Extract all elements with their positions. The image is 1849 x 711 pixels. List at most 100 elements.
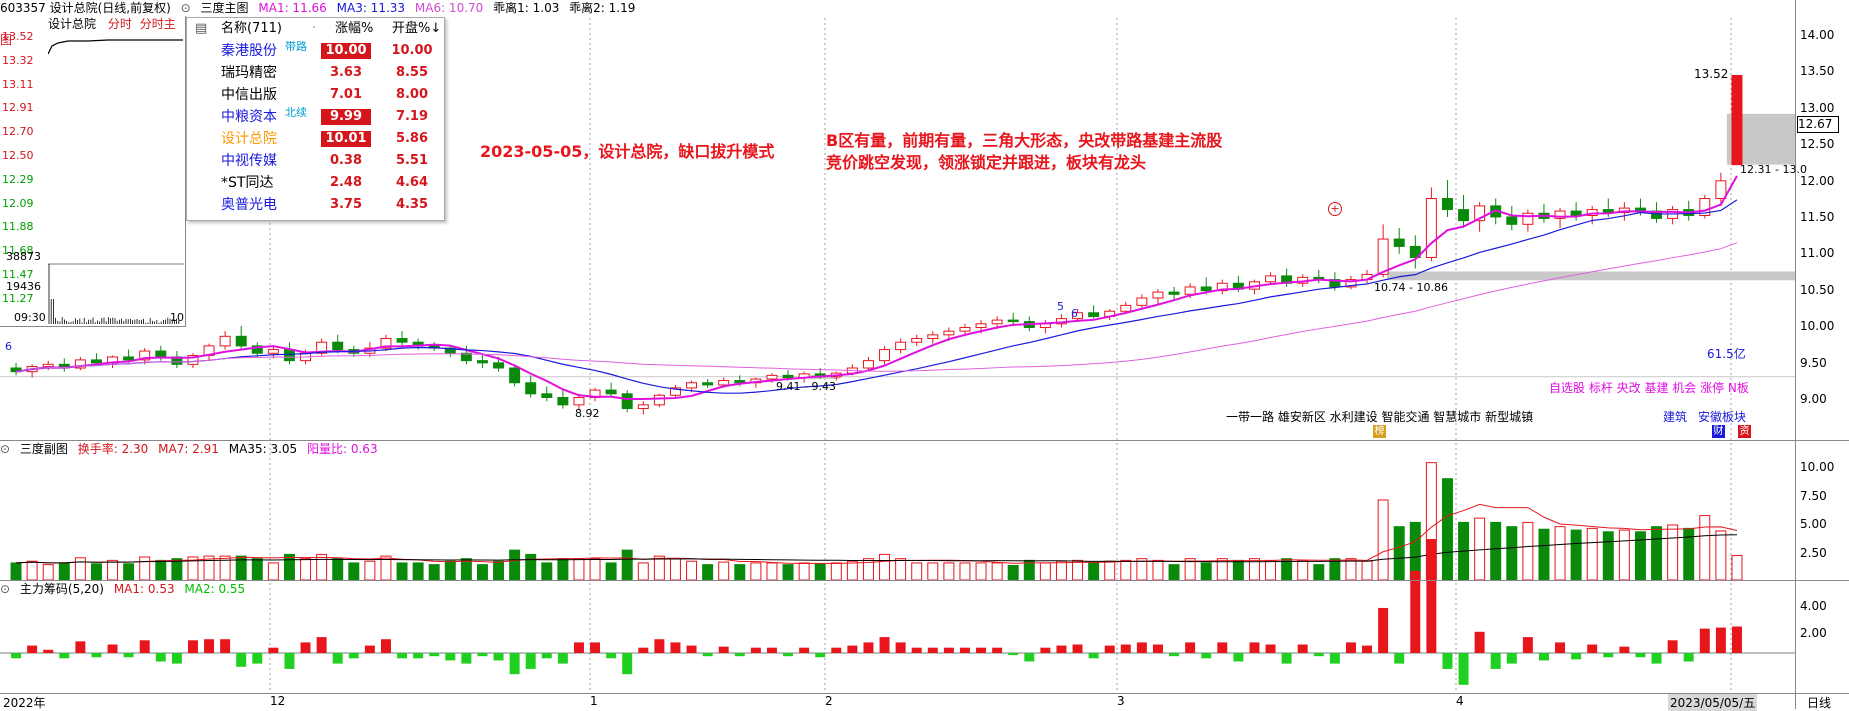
stock-name[interactable]: 秦港股份 [221,40,277,62]
candle-body [542,394,552,398]
volume-bar [1475,518,1485,580]
chip-bar [1185,642,1195,653]
stock-name[interactable]: 中粮资本 [221,106,277,128]
sector-stock-row[interactable]: 瑞玛精密 3.63 8.55 [187,62,444,84]
volume-bar [912,563,922,580]
right-axis-tick: 2.00 [1800,626,1827,640]
candle-body [1137,298,1147,305]
concept-tags[interactable]: 一带一路 雄安新区 水利建设 智能交通 智慧城市 新型城镇 [1226,408,1533,425]
right-axis-tick: 10.50 [1800,283,1834,297]
add-marker-icon[interactable]: + [1328,202,1342,216]
chip-bar [847,646,857,653]
sub2-ma2: MA2: 0.55 [184,582,245,596]
menu-icon[interactable]: ▤ [195,18,207,40]
candle-body [156,351,166,357]
panel-divider[interactable] [0,580,1849,581]
mini-title: 设计总院 [48,17,96,31]
sector-anhui[interactable]: 安徽板块 [1698,408,1746,425]
chip-bar [1378,608,1388,653]
volume-bar [1491,522,1501,580]
chip-bar [606,653,616,658]
volume-bar [976,563,986,580]
tags-line[interactable]: 自选股 标杆 央改 基建 机会 涨停 N板 [1549,379,1749,396]
chip-bar [526,653,536,669]
chip-bar [1652,653,1662,664]
volume-bar [461,559,471,580]
candle-body [960,327,970,331]
open-pct: 5.51 [387,150,437,172]
mini-intraday-chart[interactable]: 设计总院 分时 分时主图 13.52 13.32 13.11 12.91 12.70 12… [0,16,186,327]
mini-tab-intraday[interactable]: 分时 [108,17,132,31]
chip-bar [1282,653,1292,664]
sub1-name[interactable]: 三度副图 [20,442,68,456]
stock-name[interactable]: 奥普光电 [221,194,277,216]
capital-icon[interactable]: 资 [1738,425,1751,438]
chip-bar [59,653,69,658]
candle-body [1571,211,1581,215]
candle-body [1201,287,1211,291]
sector-stock-row[interactable]: 秦港股份 带路 10.00 10.00 [187,40,444,62]
col-change-header[interactable]: 涨幅% [335,18,373,40]
chip-bar [268,648,278,653]
mini-price-tick: 11.27 [2,292,34,305]
sector-stock-row[interactable]: 中信出版 7.01 8.00 [187,84,444,106]
stock-name[interactable]: 中视传媒 [221,150,277,172]
panel-icon[interactable]: ⊙ [0,442,10,456]
chip-bar [397,653,407,658]
gap-zone [1387,271,1795,280]
stock-tag: 北续 [285,102,307,124]
volume-bar [1700,516,1710,580]
volume-bar [333,559,343,580]
sector-building[interactable]: 建筑 [1663,408,1687,425]
volume-bar [847,561,857,580]
stock-name[interactable]: 设计总院 [221,128,277,150]
sector-stock-row[interactable]: 中粮资本 北续 9.99 7.19 [187,106,444,128]
chip-bar [831,648,841,653]
candle-body [1169,292,1179,294]
panel-icon[interactable]: ⊙ [0,582,10,596]
col-open-header[interactable]: 开盘%↓ [392,18,441,40]
finance-icon[interactable]: 财 [1712,425,1725,438]
volume-bar [1635,532,1645,580]
sector-stock-popup[interactable]: ▤ 名称(711) · 涨幅% 开盘%↓ 秦港股份 带路 10.00 10.00 瑞玛精… [186,17,445,221]
volume-bar [429,565,439,580]
sector-stock-row[interactable]: 中视传媒 0.38 5.51 [187,150,444,172]
stock-name[interactable]: 瑞玛精密 [221,62,277,84]
volume-bar [317,554,327,580]
sector-stock-row[interactable]: 奥普光电 3.75 4.35 [187,194,444,216]
candle-body [91,360,101,363]
volume-bar [831,563,841,580]
chip-bar [1700,629,1710,653]
volume-bar [751,563,761,580]
candle-body [976,324,986,328]
sector-stock-row[interactable]: 设计总院 10.01 5.86 [187,128,444,150]
rank-icon[interactable]: 榜 [1373,425,1386,438]
candle-body [1121,305,1131,311]
volume-bar [252,559,262,580]
popup-header: ▤ 名称(711) · 涨幅% 开盘%↓ [187,18,444,40]
volume-bar [654,556,664,580]
period-label[interactable]: 日线 [1807,694,1831,711]
stock-name[interactable]: 中信出版 [221,84,277,106]
volume-bar [91,564,101,580]
chip-bar [1523,637,1533,653]
volume-bar [558,559,568,580]
chip-bar [880,637,890,653]
volume-bar [1008,565,1018,580]
volume-bar [1089,563,1099,580]
chip-bar [477,653,487,656]
chip-bar [1603,653,1613,657]
mini-price-tick: 11.88 [2,220,34,233]
chip-bar [75,641,85,653]
col-name-header[interactable]: 名称(711) [221,18,282,40]
sub2-name[interactable]: 主力筹码(5,20) [20,582,104,596]
sector-stock-row[interactable]: *ST同达 2.48 4.64 [187,172,444,194]
open-pct: 7.19 [387,106,437,128]
chip-bar [1040,648,1050,653]
stock-name[interactable]: *ST同达 [221,172,273,194]
chip-bar [220,639,230,653]
right-axis-tick: 9.50 [1800,356,1827,370]
volume-bar [140,557,150,580]
candle-body [1394,239,1404,246]
sub1-header-bar: ⊙ 三度副图 换手率: 2.30 MA7: 2.91 MA35: 3.05 阳量… [0,441,384,457]
